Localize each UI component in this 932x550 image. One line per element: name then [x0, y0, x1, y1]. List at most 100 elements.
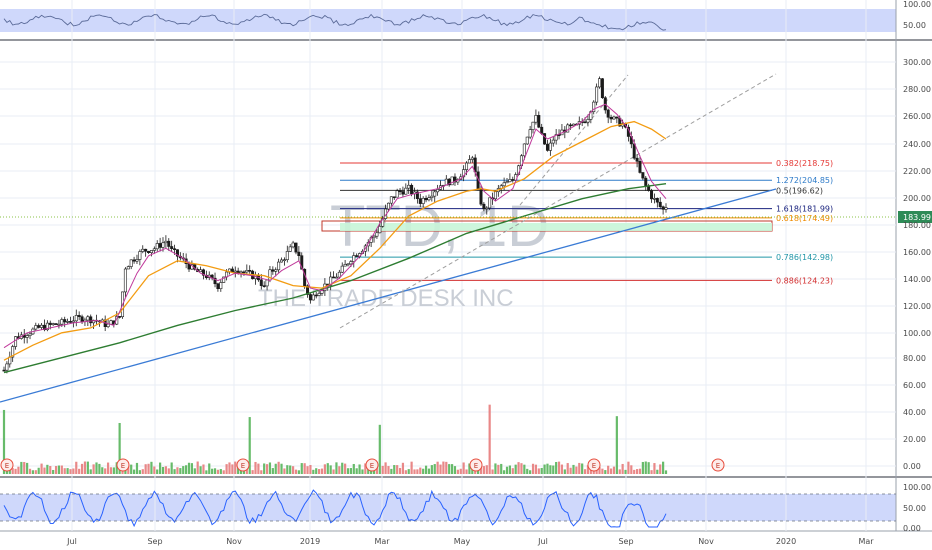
earnings-marker[interactable] [711, 458, 725, 472]
volume-bar [323, 464, 326, 474]
volume-bar [153, 466, 156, 474]
candle-body [265, 279, 269, 287]
volume-bar [344, 463, 347, 474]
earnings-marker[interactable] [0, 458, 14, 472]
volume-bar [453, 466, 457, 474]
candle-body [485, 207, 489, 210]
volume-bar [248, 417, 251, 474]
moving-average-20[interactable] [3, 103, 667, 349]
candle-body [531, 121, 535, 130]
candle-body [317, 293, 321, 296]
volume-bar [442, 461, 445, 474]
moving-average-200[interactable] [3, 183, 667, 374]
earnings-marker[interactable] [365, 458, 379, 472]
candle-body [404, 187, 408, 195]
volume-bar [413, 469, 416, 474]
volume-bar [609, 468, 613, 474]
volume-bar [219, 469, 222, 474]
volume-bar [167, 468, 170, 474]
candle-body [277, 261, 281, 271]
volume-bar [430, 465, 433, 474]
candle-body [548, 142, 552, 151]
trendline-support[interactable] [0, 188, 777, 403]
earnings-marker[interactable] [587, 458, 601, 472]
volume-bar [546, 463, 549, 474]
volume-bar [228, 462, 231, 474]
candle-body [89, 316, 93, 324]
candle-body [479, 188, 483, 205]
time-axis[interactable]: Jul Sep Nov 2019 Mar May Jul Sep Nov 2020 Mar [66, 537, 874, 546]
volume-bar [92, 464, 95, 474]
volume-bar [352, 463, 355, 474]
volume-bar [147, 463, 150, 474]
volume-bar [448, 464, 451, 474]
volume-bar [503, 470, 506, 474]
candle-body [511, 179, 515, 181]
price-tick-label: 40.00 [903, 408, 926, 417]
candle-body [569, 124, 573, 127]
time-tick-label: Jul [537, 537, 548, 546]
fib-level-label: 0.618(174.49) [776, 214, 833, 223]
candle-body [77, 315, 81, 317]
volume-bar [407, 469, 410, 474]
volume-bar [106, 462, 110, 474]
fib-level-label: 1.618(181.99) [776, 205, 833, 214]
earnings-marker[interactable] [469, 458, 483, 472]
support-zone-fill [340, 223, 772, 231]
candle-body [664, 207, 668, 210]
candle-body [40, 324, 44, 328]
candle-body [612, 116, 616, 120]
candle-body [129, 259, 133, 267]
bottom-oscillator-tick: 0.00 [903, 524, 921, 533]
volume-bar [575, 466, 578, 474]
volume-bar [130, 464, 133, 474]
candle-body [262, 285, 266, 287]
candle-body [551, 139, 555, 144]
volume-bar [83, 461, 87, 474]
volume-bar [647, 462, 650, 474]
earnings-marker[interactable] [116, 458, 130, 472]
volume-bar [40, 463, 43, 474]
price-series[interactable] [2, 76, 668, 374]
volume-bar [627, 461, 630, 474]
price-axis[interactable]: 300.00 280.00 260.00 240.00 220.00 200.00 180.… [903, 0, 931, 533]
candle-body [216, 283, 220, 290]
volume-bar [101, 467, 104, 474]
candle-body [63, 319, 67, 323]
volume-bar [2, 409, 6, 474]
volume-bar [615, 416, 618, 474]
fibonacci-levels[interactable]: 0.382(218.75) 1.272(204.85)0.5(196.62) 1.6… [340, 159, 833, 285]
volume-bar [185, 465, 188, 474]
price-tick-label: 220.00 [903, 167, 931, 176]
trendline-dashed-upper[interactable] [339, 73, 777, 329]
trendline-dashed-steep[interactable] [519, 74, 629, 206]
candle-body [173, 248, 177, 250]
volume-bar [202, 464, 205, 474]
volume-bar [511, 468, 514, 474]
candle-body [132, 259, 136, 262]
candle-body [248, 270, 252, 272]
volume-bar [312, 469, 315, 474]
candle-body [401, 191, 405, 195]
volume-bar [277, 461, 280, 474]
volume-bar [135, 462, 139, 474]
candle-body [147, 250, 151, 253]
volume-bar [28, 468, 32, 474]
volume-bar [569, 467, 572, 474]
price-tick-label: 300.00 [903, 58, 931, 67]
candle-body [537, 115, 541, 128]
fib-level-label: 0.5(196.62) [776, 186, 823, 195]
moving-average-50[interactable] [3, 120, 667, 361]
volume-bar [118, 422, 121, 474]
volume-bar [638, 468, 642, 474]
volume-bar [138, 470, 141, 474]
candle-body [170, 246, 174, 249]
candle-body [615, 116, 619, 119]
candle-body [271, 269, 275, 272]
candle-body [571, 123, 575, 127]
candle-body [28, 333, 32, 336]
volume-bar [526, 468, 529, 474]
earnings-marker[interactable] [236, 458, 250, 472]
